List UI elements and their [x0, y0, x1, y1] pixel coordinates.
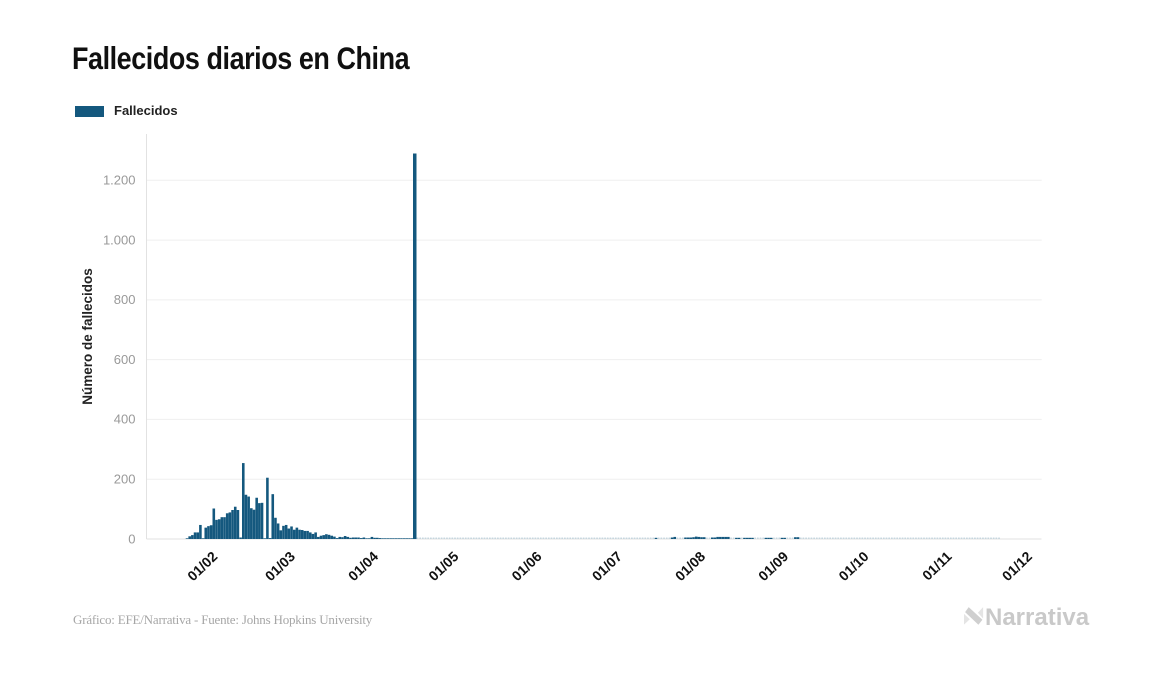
svg-text:01/09: 01/09	[755, 548, 791, 584]
svg-text:01/05: 01/05	[425, 548, 461, 584]
svg-text:01/11: 01/11	[919, 548, 955, 583]
svg-text:01/10: 01/10	[835, 548, 871, 584]
svg-text:200: 200	[114, 472, 136, 487]
svg-text:0: 0	[128, 531, 135, 546]
svg-text:800: 800	[114, 292, 136, 307]
svg-text:600: 600	[114, 352, 136, 367]
svg-text:400: 400	[114, 412, 136, 427]
svg-text:1.200: 1.200	[103, 173, 136, 188]
svg-text:01/02: 01/02	[184, 548, 220, 584]
svg-text:01/06: 01/06	[508, 548, 544, 584]
svg-text:01/03: 01/03	[262, 548, 298, 584]
svg-text:01/12: 01/12	[999, 548, 1035, 584]
svg-text:1.000: 1.000	[103, 232, 136, 247]
svg-text:01/08: 01/08	[672, 548, 708, 584]
svg-text:01/04: 01/04	[345, 548, 381, 584]
svg-text:Número de fallecidos: Número de fallecidos	[80, 268, 95, 405]
svg-text:01/07: 01/07	[589, 548, 625, 584]
